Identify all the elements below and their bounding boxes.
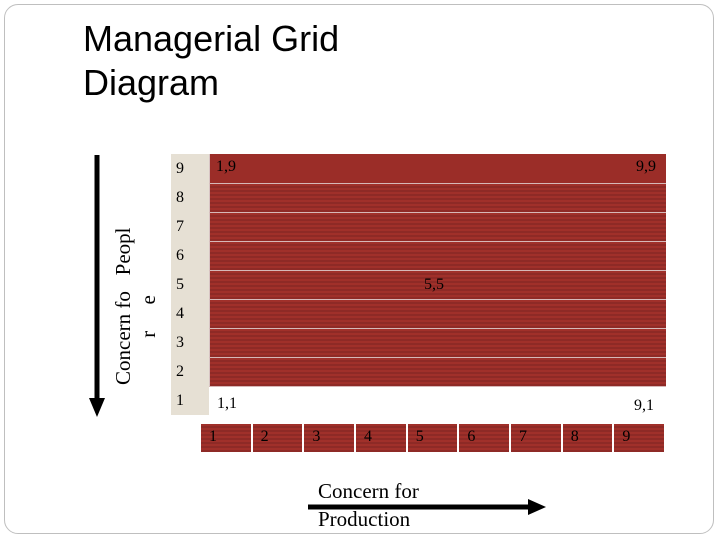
row-bar: 1,9 9,9 — [209, 154, 666, 186]
grid-row-4: 4 — [171, 299, 666, 329]
x-tick: 7 — [511, 424, 563, 452]
x-tick: 8 — [562, 424, 615, 452]
point-1-9: 1,9 — [216, 158, 236, 175]
grid-row-3: 3 — [171, 328, 666, 358]
x-tick: 9 — [614, 424, 665, 452]
x-tick: 2 — [252, 424, 305, 452]
row-label: 3 — [171, 328, 209, 357]
row-bar — [209, 241, 666, 271]
row-label: 8 — [171, 183, 209, 212]
y-axis-label: Concern fo Peopl r e — [111, 227, 160, 385]
row-bar: 1,1 9,1 — [209, 386, 666, 416]
row-bar — [209, 328, 666, 358]
row-label: 1 — [171, 386, 209, 415]
grid-row-1: 1 1,1 9,1 — [171, 386, 666, 416]
row-label: 7 — [171, 212, 209, 241]
grid-row-6: 6 — [171, 241, 666, 271]
point-9-9: 9,9 — [636, 158, 656, 175]
x-axis-scale: 1 2 3 4 5 6 7 8 9 — [201, 424, 665, 452]
slide-title: Managerial Grid Diagram — [83, 18, 340, 103]
row-bar — [209, 183, 666, 213]
grid-row-9: 9 1,9 9,9 — [171, 154, 666, 186]
grid-row-8: 8 — [171, 183, 666, 213]
y-axis-arrow — [89, 155, 105, 417]
point-5-5: 5,5 — [424, 276, 444, 293]
point-1-1: 1,1 — [217, 395, 237, 412]
row-bar — [209, 357, 666, 387]
managerial-grid: 9 1,9 9,9 8 7 6 5 5,5 4 — [171, 154, 666, 416]
x-axis-arrow — [308, 499, 546, 515]
row-label: 6 — [171, 241, 209, 270]
point-9-1: 9,1 — [634, 397, 654, 414]
grid-row-5: 5 5,5 — [171, 270, 666, 300]
row-bar — [209, 299, 666, 329]
x-tick: 5 — [407, 424, 460, 452]
row-label: 4 — [171, 299, 209, 328]
row-label: 9 — [171, 154, 209, 183]
row-label: 2 — [171, 357, 209, 386]
x-tick: 3 — [304, 424, 357, 452]
grid-row-7: 7 — [171, 212, 666, 242]
x-tick: 1 — [201, 424, 253, 452]
row-label: 5 — [171, 270, 209, 299]
x-tick: 4 — [356, 424, 408, 452]
x-tick: 6 — [459, 424, 512, 452]
row-bar: 5,5 — [209, 270, 666, 300]
x-axis-label: Concern for Production — [318, 479, 419, 531]
grid-row-2: 2 — [171, 357, 666, 387]
row-bar — [209, 212, 666, 242]
slide: Managerial Grid Diagram Concern fo Peopl… — [4, 4, 714, 534]
